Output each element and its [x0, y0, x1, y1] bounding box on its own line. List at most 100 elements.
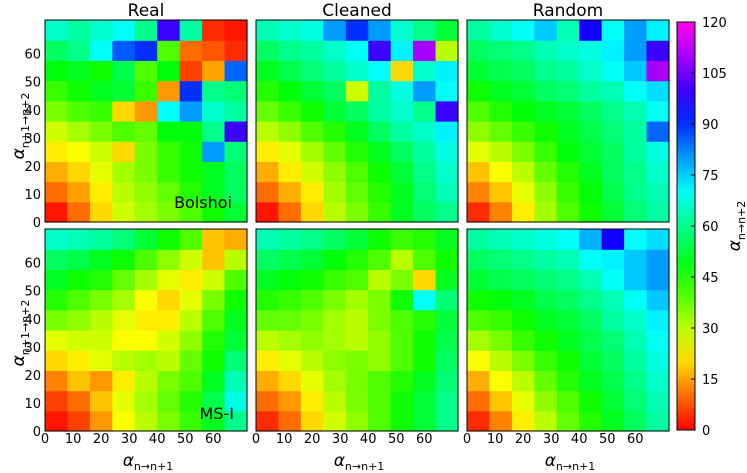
heatmap-cell: [511, 309, 535, 331]
heatmap-cell: [511, 100, 535, 122]
heatmap-cell: [300, 20, 324, 41]
colorbar-label-sub: n→n+2: [735, 201, 747, 240]
heatmap-cell: [278, 269, 302, 291]
heatmap-cell: [300, 289, 324, 311]
heatmap-cell: [467, 60, 491, 82]
heatmap-cell: [579, 390, 603, 412]
heatmap-cell: [646, 330, 670, 351]
column-title-real: Real: [128, 1, 165, 21]
heatmap-cell: [624, 350, 648, 371]
heatmap-cell: [624, 20, 648, 41]
heatmap-cell: [467, 141, 491, 162]
heatmap-cell: [534, 309, 558, 331]
heatmap-cell: [45, 309, 69, 331]
heatmap-cell: [467, 249, 491, 270]
heatmap-cell: [89, 181, 113, 203]
heatmap-cell: [134, 410, 158, 432]
heatmap-cell: [624, 370, 648, 392]
heatmap-cell: [534, 289, 558, 311]
heatmap-cell: [179, 60, 203, 82]
heatmap-cell: [300, 229, 324, 250]
heatmap-cell: [112, 121, 136, 142]
y-label-sub: n+1→n+2: [19, 300, 32, 356]
heatmap-cell: [112, 201, 136, 223]
heatmap-cell: [256, 181, 280, 203]
heatmap-cell: [67, 309, 91, 331]
heatmap-cell: [224, 330, 248, 351]
heatmap-cell: [134, 20, 158, 41]
heatmap-cell: [413, 201, 437, 223]
heatmap-cell: [300, 60, 324, 82]
heatmap-cell: [45, 181, 69, 203]
heatmap-cell: [390, 410, 414, 432]
heatmap-cell: [67, 410, 91, 432]
heatmap-cell: [45, 40, 69, 61]
y-tick-label: 0: [33, 216, 41, 231]
heatmap-cell: [134, 330, 158, 351]
heatmap-cell: [368, 161, 392, 183]
heatmap-cell: [435, 390, 459, 412]
heatmap-cell: [202, 201, 226, 223]
heatmap-cell: [179, 161, 203, 183]
heatmap-cell: [556, 390, 580, 412]
heatmap-cell: [646, 100, 670, 122]
heatmap-cell: [489, 201, 513, 223]
x-tick-label: 20: [304, 432, 321, 447]
heatmap-cell: [467, 121, 491, 142]
heatmap-cell: [435, 80, 459, 102]
heatmap-cell: [511, 60, 535, 82]
colorbar-tick-label: 90: [702, 118, 719, 133]
heatmap-cell: [112, 40, 136, 61]
x-tick-label: 10: [276, 432, 293, 447]
heatmap-cell: [45, 100, 69, 122]
heatmap-cell: [368, 141, 392, 162]
heatmap-cell: [224, 40, 248, 61]
heatmap-cell: [112, 100, 136, 122]
heatmap-cell: [157, 181, 181, 203]
heatmap-cell: [323, 410, 347, 432]
heatmap-cell: [601, 201, 625, 223]
heatmap-cell: [601, 370, 625, 392]
heatmap-cell: [511, 161, 535, 183]
heatmap-cell: [646, 269, 670, 291]
heatmap-cell: [489, 229, 513, 250]
heatmap-cell: [179, 249, 203, 270]
column-title-random: Random: [533, 1, 603, 21]
y-tick-label: 20: [24, 160, 41, 175]
heatmap-cell: [300, 80, 324, 102]
heatmap-cell: [646, 309, 670, 331]
heatmap-cell: [89, 269, 113, 291]
heatmap-cell: [435, 20, 459, 41]
heatmap-cell: [489, 390, 513, 412]
heatmap-cell: [45, 229, 69, 250]
heatmap-cell: [489, 40, 513, 61]
heatmap-cell: [179, 40, 203, 61]
heatmap-cell: [534, 20, 558, 41]
heatmap-cell: [511, 289, 535, 311]
colorbar-label: αn→n+2: [725, 201, 747, 252]
heatmap-cell: [390, 20, 414, 41]
heatmap-cell: [45, 249, 69, 270]
colorbar-label-main: α: [725, 240, 745, 251]
heatmap-cell: [179, 201, 203, 223]
heatmap-cell: [368, 181, 392, 203]
heatmap-cell: [224, 289, 248, 311]
heatmap-cell: [157, 229, 181, 250]
heatmap-cell: [134, 350, 158, 371]
heatmap-cell: [45, 141, 69, 162]
heatmap-cell: [511, 181, 535, 203]
heatmap-cell: [256, 80, 280, 102]
panel-frame: [44, 19, 248, 223]
heatmap-cell: [202, 330, 226, 351]
x-tick-label: 20: [515, 432, 532, 447]
panel-msi-real: [44, 228, 248, 432]
heatmap-cell: [134, 289, 158, 311]
panel-msi-random: [466, 228, 670, 432]
colorbar-tick-label: 120: [702, 16, 727, 31]
heatmap-cell: [601, 350, 625, 371]
heatmap-cell: [467, 80, 491, 102]
heatmap-cell: [511, 249, 535, 270]
heatmap-cell: [467, 370, 491, 392]
heatmap-cell: [67, 121, 91, 142]
x-tick-label: 0: [41, 432, 49, 447]
